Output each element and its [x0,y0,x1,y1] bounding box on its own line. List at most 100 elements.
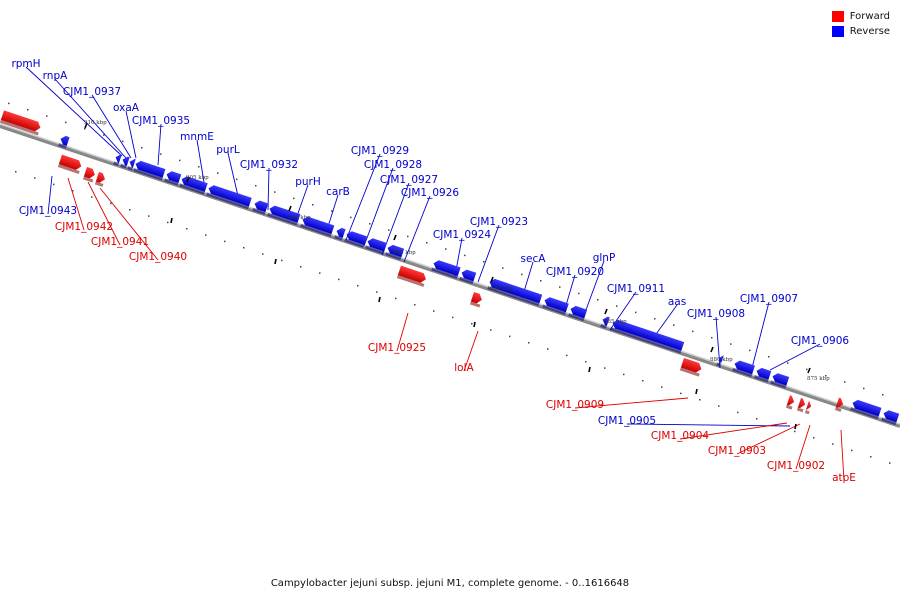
gene-label: CJM1_0928 [364,159,422,171]
track-dot [72,190,74,192]
reverse-gene-block [164,171,182,186]
track-dot [91,196,93,198]
track-dot [205,234,207,236]
track-dot [794,430,796,433]
leader-line [736,423,801,455]
gene-label: mnmE [180,131,214,143]
track-dot [623,373,625,376]
track-dot [103,134,105,136]
legend-reverse: Reverse [831,24,890,39]
reverse-gene-block [716,355,724,367]
gene-label: CJM1_0908 [687,308,745,320]
track-dot [832,443,834,445]
gene-label: purH [295,176,321,188]
forward-gene-block [396,265,426,287]
track-dot [319,272,321,274]
track-dot [46,115,48,117]
forward-gene-block [0,110,41,136]
reverse-gene-block [300,216,335,237]
leader-line [396,312,409,352]
forward-gene-block [94,172,106,187]
gene-label: CJM1_0904 [651,430,709,442]
gene-label: aas [668,296,686,308]
track-dot [749,349,751,352]
forward-gene-block [469,292,482,308]
gene-label: CJM1_0905 [598,415,656,427]
gene-label: CJM1_0924 [433,229,491,241]
track-dot [300,266,302,268]
track-dot [129,209,131,211]
forward-gene-block [785,395,795,410]
ruler-label: 895 kbp [393,250,416,256]
leader-line [403,195,431,263]
reverse-gene-block [120,156,130,169]
track-dot [236,178,238,181]
forward-gene-block [679,358,702,377]
track-dot [566,354,568,357]
track-dot [148,215,150,217]
track-dot [509,335,511,338]
leader-line [345,153,381,241]
reverse-gene-block [133,160,166,181]
track-dot [331,210,333,212]
forward-gene-block [82,167,95,183]
gene-label: purL [216,144,240,156]
leader-line [363,167,394,247]
track-dot [122,140,124,143]
track-dot [756,418,758,420]
reverse-gene-block [344,231,367,248]
forward-swatch [831,11,844,22]
reverse-gene-block [542,297,569,315]
ruler-tick [393,234,397,241]
minor-tick [588,366,591,373]
leader-line [653,304,678,338]
leader-line [54,78,127,159]
track-dot [445,248,447,250]
track-dot [8,102,10,105]
leader-line [67,177,85,231]
gene-label: CJM1_0925 [368,342,426,354]
reverse-gene-block [850,399,882,420]
reverse-gene-block [385,244,405,261]
legend-reverse-label: Reverse [849,26,890,37]
minor-tick [794,423,797,430]
minor-tick [274,258,277,265]
reverse-gene-block [600,316,610,329]
minor-tick [378,296,381,303]
track-dot [730,343,732,345]
track-dot [160,153,162,155]
track-dot [350,216,352,219]
leader-line [99,187,159,261]
track-dot [528,342,530,344]
leader-line [267,167,270,211]
leader-line [157,123,162,166]
track-dot [395,297,397,300]
leader-line [795,424,811,470]
ruler-tick [710,346,714,353]
track-dot [141,147,143,149]
gene-label: oxaA [113,102,140,114]
minor-tick [170,217,173,224]
track-dot [27,109,29,111]
track-dot [737,411,739,414]
track-dot [490,329,492,331]
gene-label: CJM1_0943 [19,205,77,217]
track-dot [338,278,340,281]
ruler-tick [84,122,88,129]
gene-label: CJM1_0906 [791,335,849,347]
track-dot [616,305,618,307]
track-dot [870,456,872,458]
track-dot [711,337,713,339]
track-dot [452,316,454,319]
ruler-tick [288,205,292,212]
track-dot [34,177,36,179]
track-dot [699,399,701,401]
track-dot [65,121,67,124]
track-dot [376,291,378,293]
track-dot [547,348,549,350]
reverse-gene-block [58,135,70,149]
ruler-label: 900 kbp [288,215,311,221]
leader-line [25,66,123,157]
track-dot [540,280,542,282]
